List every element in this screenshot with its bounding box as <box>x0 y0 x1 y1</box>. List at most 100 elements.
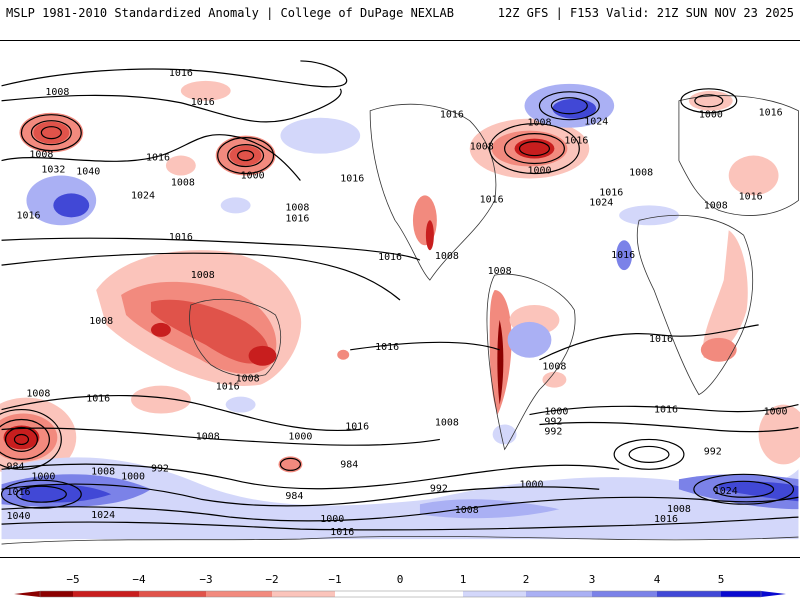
isobar-label: 1024 <box>714 486 738 497</box>
isobar-label: 1008 <box>196 431 220 442</box>
isobar-label: 1008 <box>89 316 113 327</box>
coastlines <box>1 95 799 545</box>
isobar-label: 1016 <box>649 334 673 345</box>
isobar-label: 1016 <box>340 173 364 184</box>
isobar-label: 1016 <box>654 514 678 525</box>
isobar-label: 1024 <box>584 117 608 128</box>
isobar-label: 1016 <box>169 232 193 243</box>
isobar-label: 1016 <box>739 191 763 202</box>
isobar-label: 1008 <box>629 167 653 178</box>
colorbar-tick-label: 0 <box>397 573 404 586</box>
isobar-label: 984 <box>7 461 25 472</box>
isobar-label: 1008 <box>435 418 459 429</box>
isobar-label: 1016 <box>599 187 623 198</box>
southern-ocean-positive-band <box>1 457 799 540</box>
isobar-label: 1008 <box>455 505 479 516</box>
isobar-label: 1040 <box>76 166 100 177</box>
colorbar-ticks: −5 −4 −3 −2 −1 0 1 2 3 4 5 <box>66 573 724 586</box>
isobar-label: 1000 <box>320 514 344 525</box>
isobar-label: 1024 <box>91 510 115 521</box>
isobar-label: 1008 <box>704 200 728 211</box>
isobar-label: 1008 <box>236 374 260 385</box>
isobar-label: 1016 <box>564 136 588 147</box>
isobar-label: 1016 <box>345 421 369 432</box>
map-title: MSLP 1981-2010 Standardized Anomaly | Co… <box>6 6 454 20</box>
isobar-label: 1008 <box>171 177 195 188</box>
isobar-label: 1008 <box>29 150 53 161</box>
negative-anomaly-shading <box>0 80 800 478</box>
colorbar-tick-label: −2 <box>265 573 278 586</box>
isobar-label: 1000 <box>528 165 552 176</box>
isobar-label: 1016 <box>378 252 402 263</box>
isobar-label: 1008 <box>528 118 552 129</box>
isobar-label: 1008 <box>667 504 691 515</box>
isobar-label: 1024 <box>131 190 155 201</box>
isobar-label: 1016 <box>285 213 309 224</box>
isobar-label: 1032 <box>41 164 65 175</box>
isobar-label: 1008 <box>191 270 215 281</box>
isobar-label: 992 <box>544 426 562 437</box>
colorbar-tick-label: −5 <box>66 573 79 586</box>
isobar-label: 1000 <box>288 431 312 442</box>
isobar-label: 992 <box>151 463 169 474</box>
isobar-label: 1016 <box>440 110 464 121</box>
isobar-contours <box>0 60 799 531</box>
antarctica-coast <box>1 535 799 545</box>
isobar-label: 1000 <box>764 407 788 418</box>
colorbar-gradient <box>14 590 786 598</box>
australia-anomaly-center <box>150 299 269 364</box>
isobar-label: 984 <box>285 491 303 502</box>
isobar-label: 1000 <box>241 170 265 181</box>
colorbar-tick-label: 1 <box>460 573 467 586</box>
isobar-label: 1016 <box>169 68 193 79</box>
colorbar-tick-label: 2 <box>523 573 530 586</box>
isobar-label: 1016 <box>759 108 783 119</box>
isobar-label: 1008 <box>435 251 459 262</box>
isobar-label: 1008 <box>542 362 566 373</box>
isobar-label: 992 <box>430 483 448 494</box>
isobar-label: 1008 <box>470 142 494 153</box>
australia-coast <box>189 298 282 378</box>
isobar-label: 1016 <box>654 405 678 416</box>
isobar-label: 992 <box>544 417 562 428</box>
isobar-label: 992 <box>704 446 722 457</box>
isobar-label: 1008 <box>285 202 309 213</box>
isobar-label: 1008 <box>26 389 50 400</box>
isobar-label: 1000 <box>31 471 55 482</box>
isobar-label: 1016 <box>7 487 31 498</box>
colorbar-tick-label: 5 <box>718 573 725 586</box>
isobar-label: 1016 <box>146 153 170 164</box>
isobar-label: 1016 <box>375 342 399 353</box>
isobar-label: 1000 <box>699 110 723 121</box>
isobar-label: 1016 <box>86 394 110 405</box>
africa-coast <box>636 214 754 396</box>
colorbar-tick-label: −3 <box>199 573 212 586</box>
australia-anomaly-max <box>248 345 277 366</box>
isobar-label: 1016 <box>330 527 354 538</box>
isobar-label: 1016 <box>216 382 240 393</box>
isobar-label: 1016 <box>611 250 635 261</box>
colorbar-tick-label: −4 <box>132 573 146 586</box>
africa-anomaly <box>702 230 748 358</box>
colorbar: −5 −4 −3 −2 −1 0 1 2 3 4 5 <box>14 573 786 598</box>
colorbar-tick-label: 3 <box>589 573 596 586</box>
isobar-label: 1040 <box>7 511 31 522</box>
south-america-coast <box>486 273 576 451</box>
isobar-label: 984 <box>340 459 358 470</box>
isobar-label: 1008 <box>91 466 115 477</box>
isobar-label: 1016 <box>191 97 215 108</box>
isobar-labels: 1016 1008 1016 1008 1032 1040 1016 1008 … <box>7 68 788 538</box>
north-america-coast <box>369 103 497 281</box>
anomaly-map: 1016 1008 1016 1008 1032 1040 1016 1008 … <box>0 40 800 558</box>
isobar-label: 1000 <box>544 407 568 418</box>
colorbar-tick-label: 4 <box>654 573 661 586</box>
isobar-label: 1016 <box>16 210 40 221</box>
colorbar-tick-label: −1 <box>328 573 341 586</box>
model-run-info: 12Z GFS | F153 Valid: 21Z SUN NOV 23 202… <box>497 6 794 20</box>
isobar-label: 1000 <box>121 471 145 482</box>
isobar-label: 1008 <box>488 266 512 277</box>
isobar-label: 1016 <box>480 194 504 205</box>
isobar-label: 1024 <box>589 197 613 208</box>
isobar-label: 1008 <box>45 87 69 98</box>
isobar-label: 1000 <box>520 479 544 490</box>
